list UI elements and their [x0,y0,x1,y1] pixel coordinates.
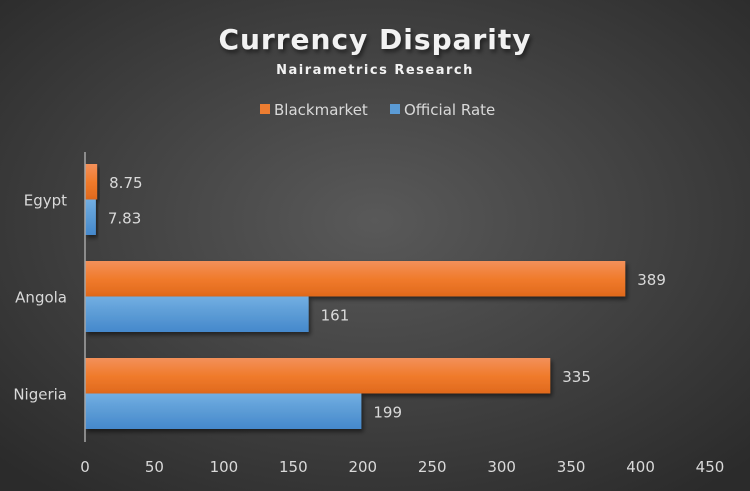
x-tick-label: 400 [626,458,655,476]
bar-nigeria-blackmarket [85,358,551,394]
data-label-nigeria-official-rate: 199 [373,403,402,421]
bar-angola-blackmarket [85,261,626,297]
bar-angola-official-rate [85,296,309,332]
bar-nigeria-official-rate [85,393,362,429]
x-tick-label: 250 [418,458,447,476]
x-tick-label: 150 [279,458,308,476]
x-tick-label: 100 [210,458,239,476]
x-tick-label: 0 [80,458,90,476]
bar-egypt-official-rate [85,199,96,235]
chart-title: Currency Disparity [218,23,531,56]
data-label-angola-blackmarket: 389 [637,271,666,289]
chart-subtitle: Nairametrics Research [276,63,474,78]
legend-swatch-official-rate [390,104,400,114]
legend-label-blackmarket: Blackmarket [274,101,368,119]
legend-label-official-rate: Official Rate [404,101,495,119]
category-label-angola: Angola [15,289,67,307]
data-label-angola-official-rate: 161 [321,306,350,324]
category-label-egypt: Egypt [24,192,67,210]
bar-egypt-blackmarket [85,164,98,200]
x-tick-label: 450 [696,458,725,476]
data-label-egypt-blackmarket: 8.75 [109,174,142,192]
category-label-nigeria: Nigeria [13,386,67,404]
x-tick-label: 50 [145,458,164,476]
legend-swatch-blackmarket [260,104,270,114]
x-axis-ticks: 0 50 100 150 200 250 300 350 400 450 [80,458,724,476]
data-label-nigeria-blackmarket: 335 [562,368,591,386]
x-tick-label: 200 [348,458,377,476]
data-label-egypt-official-rate: 7.83 [108,209,141,227]
legend: Blackmarket Official Rate [260,101,495,119]
category-labels: Egypt Angola Nigeria [13,192,67,404]
x-tick-label: 300 [487,458,516,476]
x-tick-label: 350 [557,458,586,476]
bars: 8.75 7.83 389 161 335 199 [85,164,666,429]
